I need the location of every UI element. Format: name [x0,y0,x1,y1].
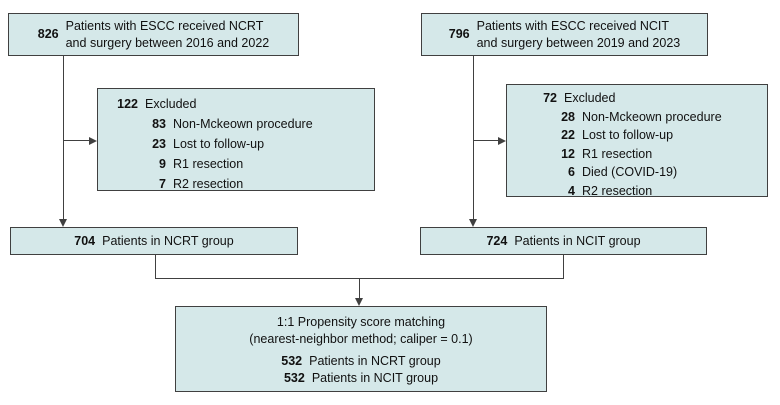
excluded-item: 9 R1 resection [104,154,374,174]
arrowhead-right-icon [89,137,97,145]
connector-ncit-vertical [473,56,474,220]
matched-ncrt-label: Patients in NCRT group [309,354,441,368]
box-propensity-matching: 1:1 Propensity score matching (nearest-n… [175,306,547,392]
ncrt-enrollment-count: 826 [37,27,59,42]
ncrt-enrollment-line2: and surgery between 2016 and 2022 [65,35,270,50]
box-ncit-group: 724 Patients in NCIT group [420,227,707,255]
item-label: Lost to follow-up [582,128,674,142]
ncit-enrollment-count: 796 [448,27,470,42]
box-ncrt-enrollment: 826 Patients with ESCC received NCRT and … [8,13,299,56]
connector-ncrt-vertical [63,56,64,220]
excluded-item: 23 Lost to follow-up [104,134,374,154]
arrowhead-down-icon [59,219,67,227]
connector-ncit-excluded-branch [473,140,499,141]
ncit-excluded-header: 72 Excluded [513,89,767,108]
item-label: Lost to follow-up [173,137,265,151]
connector-ncit-drop [563,255,564,279]
item-count: 12 [561,146,575,161]
excluded-item: 4 R2 resection [513,182,767,201]
ncit-excluded-count: 72 [543,91,557,105]
item-count: 6 [568,165,575,179]
box-ncit-enrollment: 796 Patients with ESCC received NCIT and … [421,13,708,56]
connector-matching-vertical [359,278,360,299]
item-count: 28 [561,109,575,124]
ncrt-enrollment-text: Patients with ESCC received NCRT and surg… [66,18,270,51]
arrowhead-down-icon [355,298,363,306]
item-label: R2 resection [582,183,653,198]
ncit-excluded-label: Excluded [564,91,616,105]
item-count: 23 [152,137,166,151]
item-label: R2 resection [173,177,244,191]
box-ncrt-group: 704 Patients in NCRT group [10,227,298,255]
matched-ncit-count: 532 [283,371,305,385]
item-count: 22 [561,128,575,142]
excluded-item: 7 R2 resection [104,174,374,194]
ncrt-enrollment-line1: Patients with ESCC received NCRT [65,19,264,33]
ncit-group-label: Patients in NCIT group [514,234,641,248]
ncit-group-count: 724 [486,234,508,248]
item-label: R1 resection [582,146,653,161]
arrowhead-down-icon [469,219,477,227]
box-ncit-excluded: 72 Excluded 28 Non-Mckeown procedure 22 Los… [506,84,768,198]
item-count: 83 [152,117,166,131]
item-label: R1 resection [173,157,244,171]
box-ncrt-excluded: 122 Excluded 83 Non-Mckeown procedure 23 Lo… [97,88,375,191]
excluded-item: 22 Lost to follow-up [513,126,767,145]
ncrt-excluded-label: Excluded [145,97,197,111]
arrowhead-right-icon [498,137,506,145]
excluded-item: 6 Died (COVID-19) [513,163,767,182]
matched-ncit-label: Patients in NCIT group [311,371,439,385]
item-count: 4 [568,183,575,198]
excluded-item: 83 Non-Mckeown procedure [104,114,374,134]
ncrt-excluded-header: 122 Excluded [104,94,374,114]
matching-rows: 532 Patients in NCRT group 532 Patients … [176,353,546,387]
ncrt-excluded-count: 122 [117,97,138,111]
matched-ncrt-row: 532 Patients in NCRT group [176,353,546,370]
ncrt-group-label: Patients in NCRT group [102,234,234,248]
connector-ncrt-drop [155,255,156,279]
connector-ncrt-excluded-branch [63,140,90,141]
item-label: Died (COVID-19) [582,165,678,179]
matched-ncrt-count: 532 [281,354,303,368]
item-label: Non-Mckeown procedure [173,117,313,131]
ncit-enrollment-line1: Patients with ESCC received NCIT [476,19,670,33]
item-count: 9 [159,157,166,171]
matching-method: (nearest-neighbor method; caliper = 0.1) [249,332,473,346]
excluded-item: 12 R1 resection [513,145,767,164]
ncrt-group-count: 704 [74,234,96,248]
item-label: Non-Mckeown procedure [582,109,722,124]
excluded-item: 28 Non-Mckeown procedure [513,108,767,127]
matched-ncit-row: 532 Patients in NCIT group [176,370,546,387]
ncit-enrollment-text: Patients with ESCC received NCIT and surg… [477,18,681,51]
matching-title: 1:1 Propensity score matching [276,315,446,329]
item-count: 7 [159,177,166,191]
ncit-enrollment-line2: and surgery between 2019 and 2023 [476,35,681,50]
